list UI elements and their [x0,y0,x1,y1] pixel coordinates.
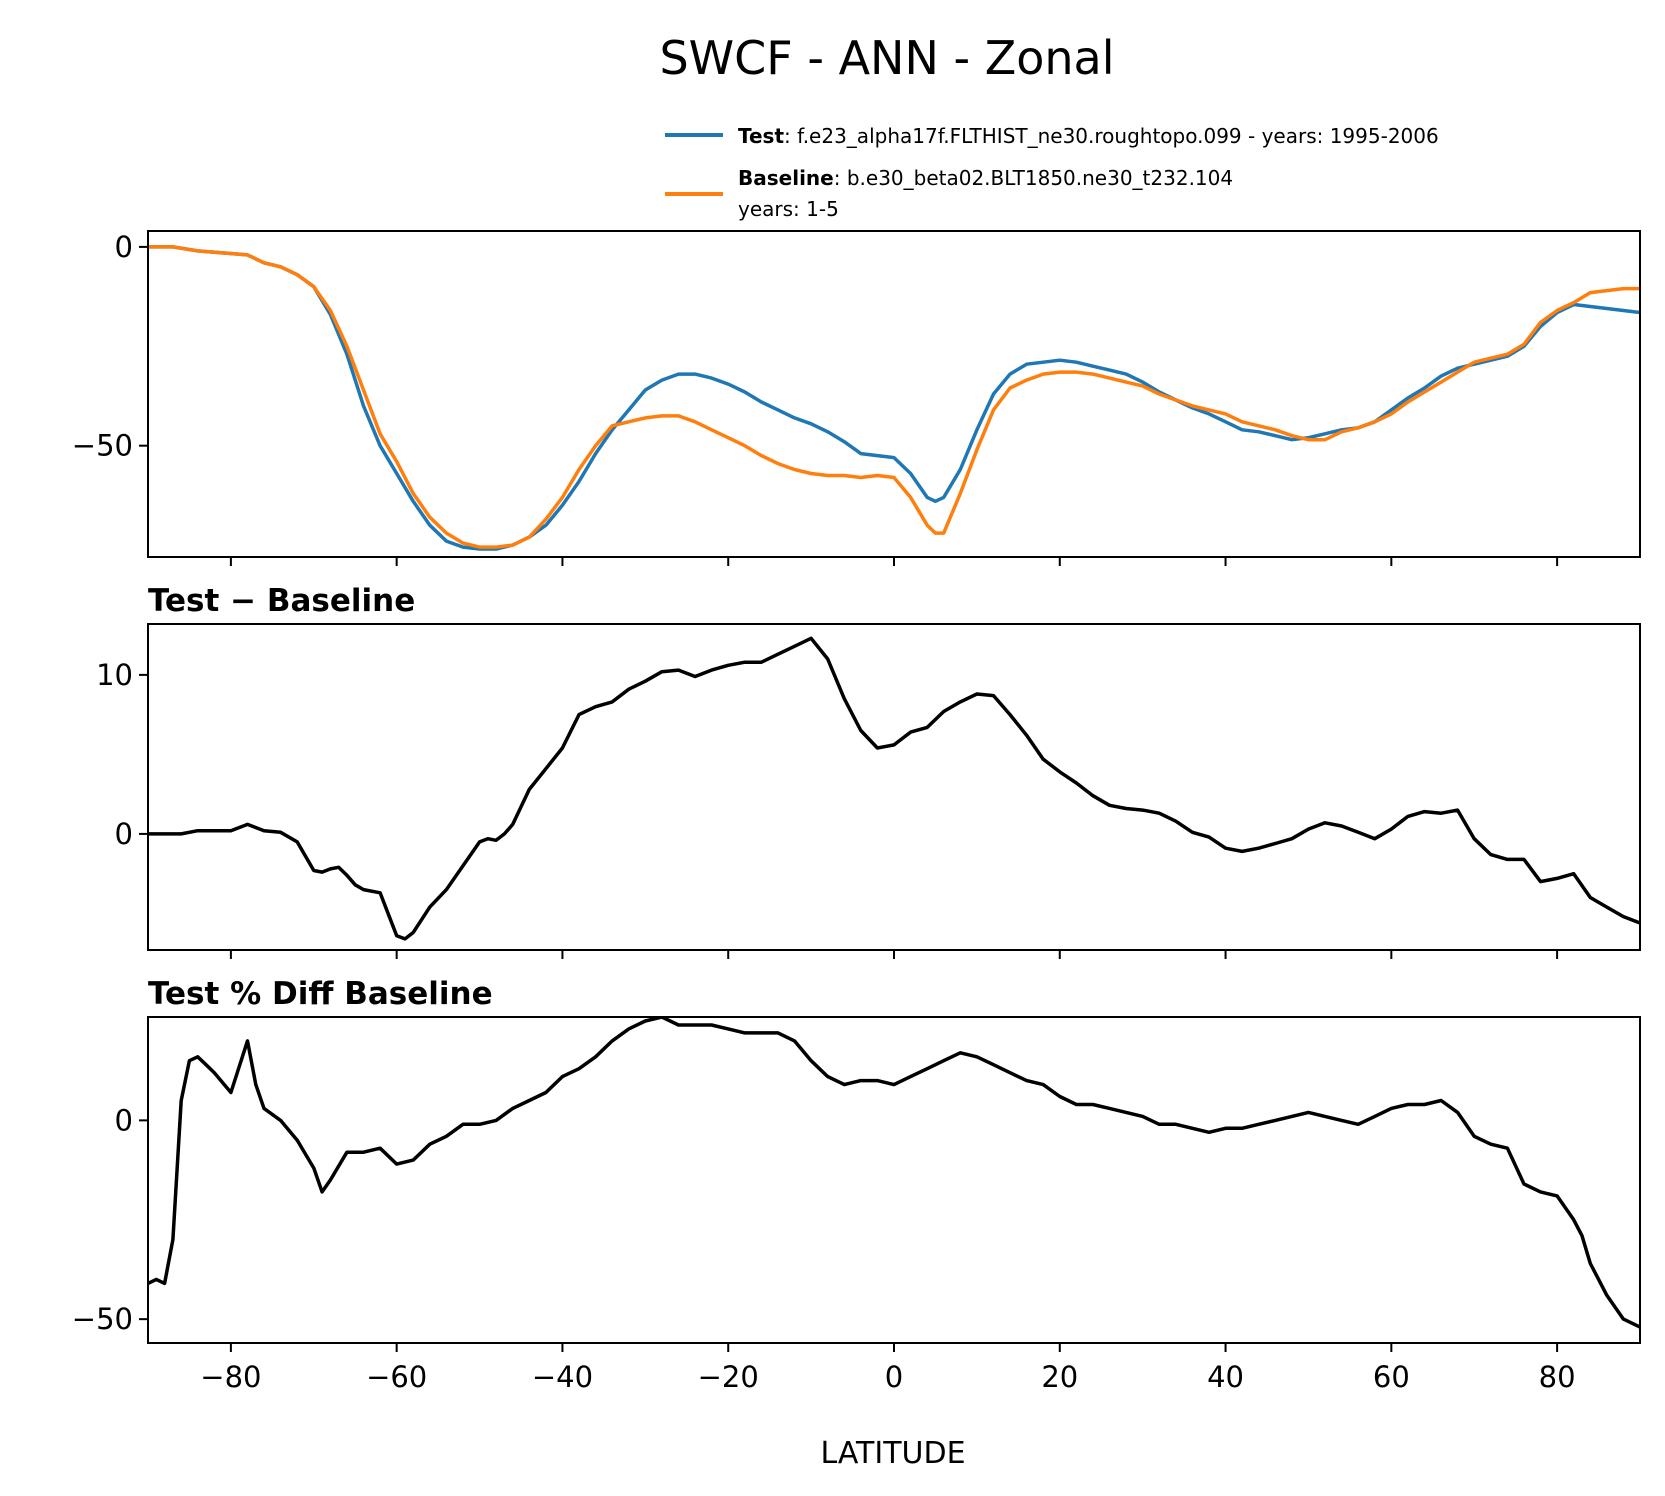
y-tick-label: −50 [72,429,133,463]
x-tick-label: 80 [1539,1360,1576,1394]
x-tick-label: −20 [698,1360,759,1394]
legend-baseline-years: years: 1-5 [738,197,839,221]
x-tick-label: −80 [200,1360,261,1394]
y-tick-label: −50 [72,1302,133,1336]
figure-title: SWCF - ANN - Zonal [659,31,1114,85]
y-tick-label: 0 [115,817,133,851]
axes-frame [147,1016,1641,1344]
x-tick-label: 60 [1373,1360,1410,1394]
series-line-panel-1 [148,636,1640,941]
x-tick-label: 40 [1207,1360,1244,1394]
y-tick-label: 0 [115,1103,133,1137]
legend-baseline-text: : b.e30_beta02.BLT1850.ne30_t232.104 [834,166,1233,190]
x-tick-label: −40 [532,1360,593,1394]
x-tick-label: −60 [366,1360,427,1394]
x-tick-label: 20 [1041,1360,1078,1394]
legend-test-key: Test [738,124,784,148]
panel-difference: 10 0 Test − Baseline [96,583,1641,959]
legend-baseline-key: Baseline [738,166,834,190]
y-tick-label: 10 [96,658,133,692]
panel-zonal-mean: 0 −50 [72,230,1641,566]
svg-text:Test: f.e23_alpha17f.FLTHIST_n: Test: f.e23_alpha17f.FLTHIST_ne30.rought… [738,124,1439,148]
panel-title: Test % Diff Baseline [148,976,493,1012]
axes-frame [147,623,1641,951]
series-line-test [148,245,1640,551]
panel-title: Test − Baseline [148,583,415,619]
svg-text:Baseline: b.e30_beta02.BLT1850: Baseline: b.e30_beta02.BLT1850.ne30_t232… [738,166,1233,190]
series-line-panel-2 [148,1017,1640,1329]
x-axis-label: LATITUDE [820,1436,965,1471]
legend-test-text: : f.e23_alpha17f.FLTHIST_ne30.roughtopo.… [784,124,1439,148]
x-tick-label: 0 [885,1360,903,1394]
legend: Test: f.e23_alpha17f.FLTHIST_ne30.rought… [665,124,1439,221]
series-line-baseline [148,245,1640,549]
panel-percent-difference: 0 −50 −80 −60 −40 −20 0 20 40 60 80 Test % Diff Bas… [72,976,1641,1394]
y-tick-label: 0 [115,230,133,264]
